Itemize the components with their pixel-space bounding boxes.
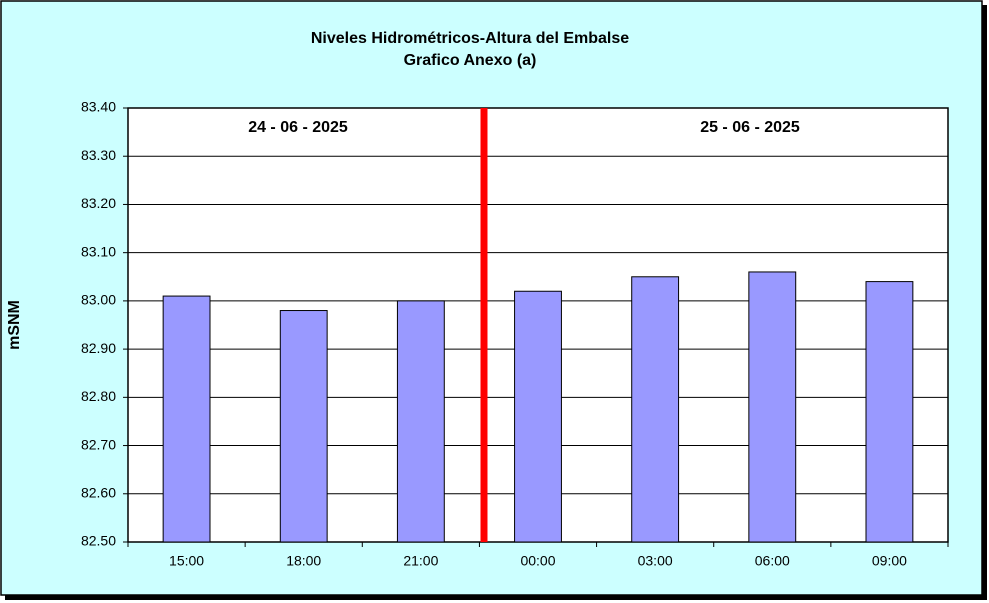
bar — [865, 281, 914, 543]
x-tick-label: 15:00 — [169, 553, 204, 569]
x-tick-label: 21:00 — [403, 553, 438, 569]
bar — [514, 290, 562, 543]
chart-subtitle: Grafico Anexo (a) — [404, 52, 537, 69]
bar — [279, 310, 328, 543]
x-tick-label: 00:00 — [520, 553, 555, 569]
x-tick-label: 03:00 — [638, 553, 673, 569]
y-axis-label: mSNM — [6, 300, 23, 350]
y-tick-label: 83.30 — [81, 147, 116, 163]
y-tick-label: 82.50 — [81, 533, 116, 549]
y-tick-label: 82.80 — [81, 388, 116, 404]
date-annotation: 25 - 06 - 2025 — [700, 119, 800, 136]
bar — [748, 271, 797, 543]
plot: 82.50 82.60 82.70 82.80 82.90 83.00 83.10 83.20… — [81, 99, 949, 569]
y-tick-label: 83.20 — [81, 195, 116, 211]
y-tick-label: 83.10 — [81, 243, 116, 259]
y-tick-label: 83.40 — [81, 99, 116, 115]
date-annotation: 24 - 06 - 2025 — [248, 119, 348, 136]
x-tick-label: 18:00 — [286, 553, 321, 569]
y-tick-label: 82.60 — [81, 484, 116, 500]
x-tick-label: 06:00 — [755, 553, 790, 569]
bar — [396, 300, 445, 543]
y-tick-label: 83.00 — [81, 292, 116, 308]
bar — [162, 295, 211, 543]
y-tick-label: 82.90 — [81, 340, 116, 356]
x-tick-label: 09:00 — [872, 553, 907, 569]
chart-title: Niveles Hidrométricos-Altura del Embalse — [311, 30, 629, 47]
y-tick-label: 82.70 — [81, 436, 116, 452]
bar — [631, 276, 680, 543]
